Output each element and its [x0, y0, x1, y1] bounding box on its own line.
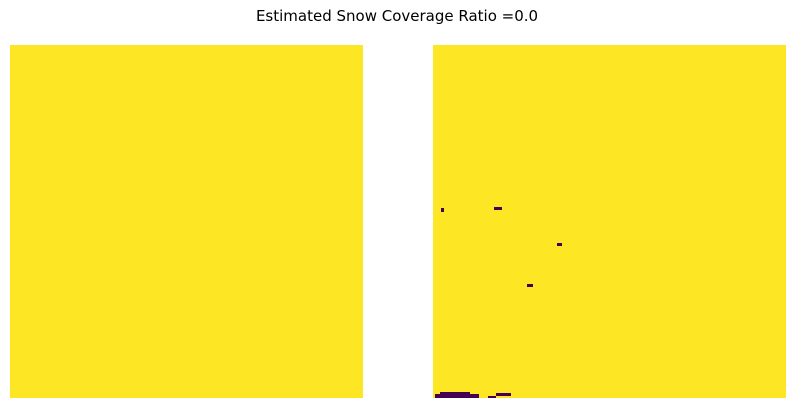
- left-mask-svg: [10, 45, 363, 398]
- figure-title: Estimated Snow Coverage Ratio =0.0: [255, 7, 539, 25]
- dark-patch: [441, 208, 444, 212]
- dark-patch: [435, 394, 479, 398]
- dark-patch: [440, 392, 470, 394]
- dark-patch: [527, 284, 533, 287]
- right-mask-image: [433, 45, 786, 398]
- left-mask-image: [10, 45, 363, 398]
- dark-patch: [557, 243, 562, 246]
- dark-patch: [494, 207, 502, 210]
- dark-patch: [496, 393, 511, 396]
- right-mask-svg: [433, 45, 786, 398]
- dark-patch: [488, 396, 496, 398]
- left-mask-fill: [10, 45, 363, 398]
- right-mask-fill: [433, 45, 786, 398]
